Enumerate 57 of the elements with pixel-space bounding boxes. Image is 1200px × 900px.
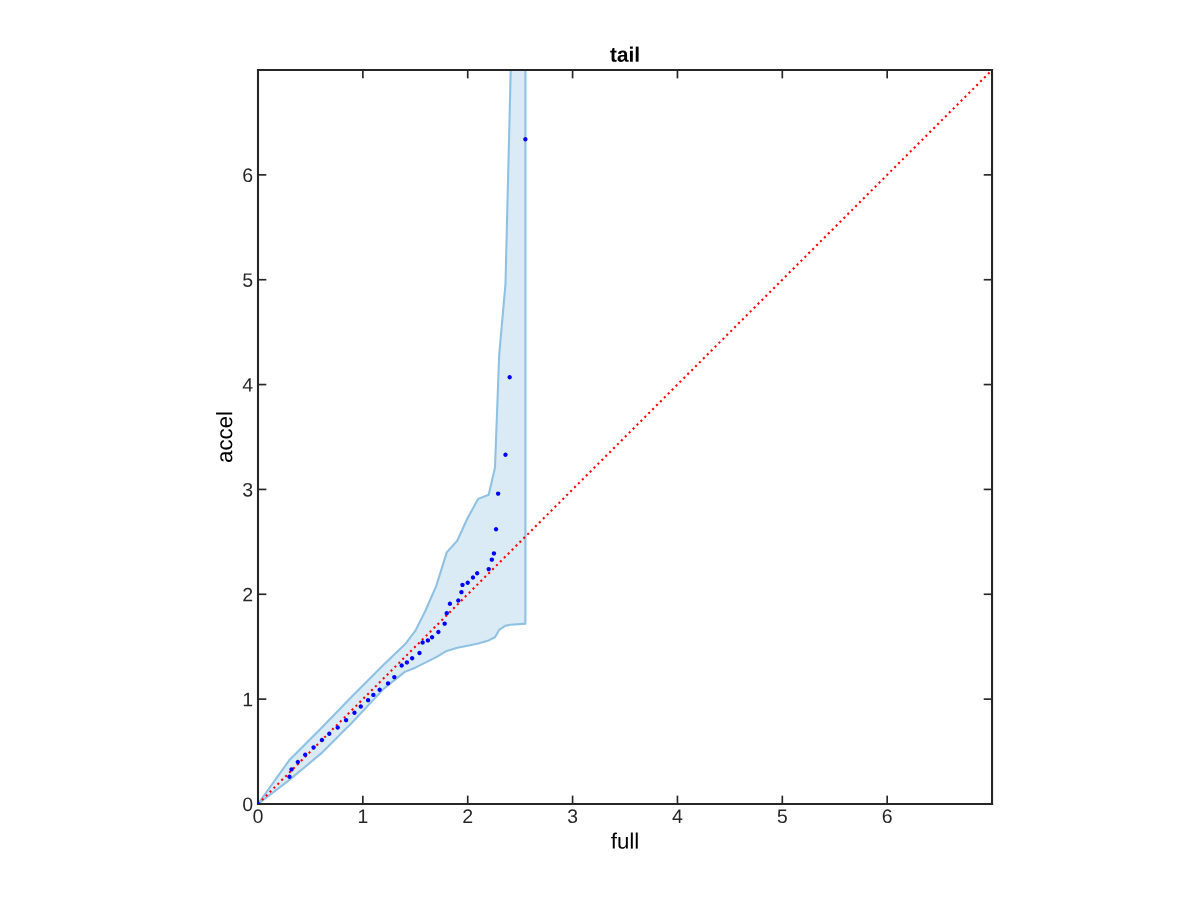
point: [503, 452, 508, 458]
point: [495, 491, 501, 496]
x-tick-label: 0: [253, 809, 263, 824]
point: [335, 725, 340, 730]
point: [258, 801, 261, 804]
point: [399, 663, 404, 668]
point: [523, 137, 528, 142]
point: [436, 629, 441, 635]
y-axis-title: accel: [216, 412, 233, 462]
y-tick-label: 0: [243, 797, 253, 812]
x-axis-title: full: [611, 832, 638, 849]
point: [404, 660, 410, 665]
point: [295, 759, 301, 765]
point: [442, 621, 447, 626]
point: [377, 687, 382, 692]
point: [302, 752, 308, 757]
point: [444, 610, 449, 616]
y-tick-label: 4: [242, 378, 253, 392]
point: [417, 650, 422, 656]
point: [289, 767, 294, 772]
point: [429, 635, 435, 640]
point: [447, 601, 453, 606]
point: [392, 674, 397, 680]
point: [352, 710, 357, 715]
point: [365, 697, 371, 703]
point: [287, 774, 292, 779]
point: [319, 737, 325, 743]
x-tick-label: 2: [463, 809, 473, 823]
y-tick-label: 3: [243, 482, 253, 497]
point: [460, 582, 465, 588]
x-tick-label: 3: [567, 809, 578, 824]
point: [489, 557, 495, 562]
point: [459, 589, 464, 595]
point: [420, 640, 425, 645]
point: [493, 527, 499, 532]
point: [358, 704, 363, 709]
point: [311, 745, 316, 750]
x-tick-label: 5: [777, 809, 787, 824]
y-tick-label: 1: [243, 692, 253, 707]
point: [456, 598, 461, 603]
point: [507, 375, 512, 380]
point: [409, 656, 415, 661]
y-tick-label: 5: [243, 273, 253, 287]
point: [385, 681, 391, 686]
point: [474, 571, 480, 576]
chart-title: tail: [610, 46, 639, 62]
y-tick-label: 6: [243, 168, 253, 183]
point: [425, 638, 431, 643]
x-tick-label: 6: [882, 809, 892, 824]
point: [343, 717, 349, 723]
y-tick-label: 2: [243, 587, 253, 602]
point: [486, 566, 491, 572]
point: [470, 575, 476, 580]
x-tick-label: 1: [358, 809, 368, 823]
point: [491, 551, 497, 556]
point: [371, 692, 376, 698]
x-tick-label: 4: [672, 809, 683, 823]
